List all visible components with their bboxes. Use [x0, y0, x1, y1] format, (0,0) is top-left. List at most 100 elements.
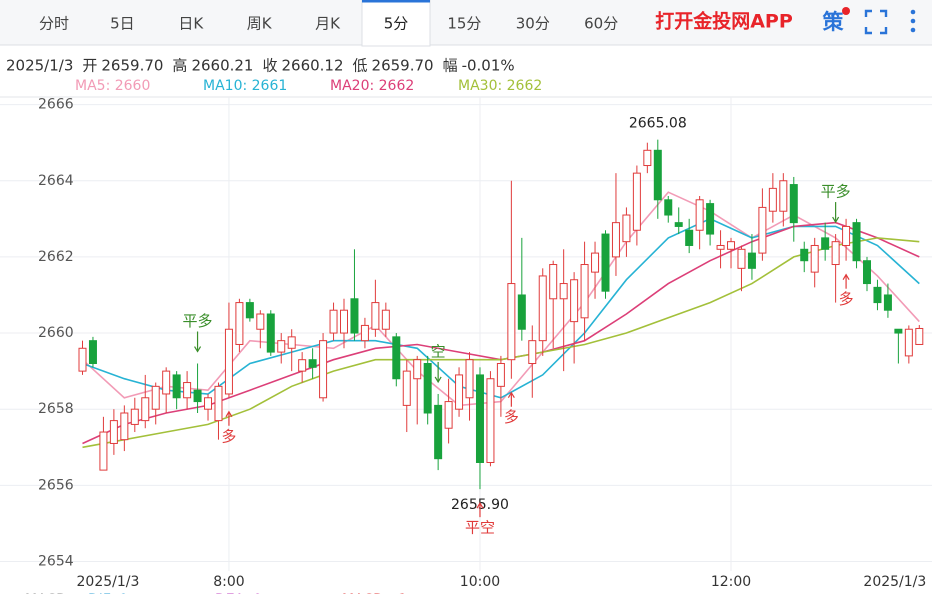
candle-body	[632, 172, 641, 231]
signal-arrow-head	[194, 346, 202, 353]
x-tick-label: 2025/1/3	[77, 574, 140, 590]
candle-body	[570, 279, 579, 323]
candle-body	[475, 374, 484, 463]
tab[interactable]: 周K	[247, 15, 273, 33]
signal-label: 多	[504, 408, 519, 426]
info-value: 2659.70	[101, 57, 163, 75]
tab[interactable]: 日K	[178, 15, 204, 33]
signal-arrow-head	[842, 273, 850, 281]
tab-bar	[0, 0, 932, 45]
x-tick-label: 10:00	[460, 574, 500, 590]
tab[interactable]: 5分	[384, 15, 409, 33]
candle-body	[904, 328, 913, 357]
macd-label: DIF: 0	[88, 592, 128, 594]
y-tick-label: 2656	[38, 477, 74, 493]
macd-label: MACD: -1	[342, 592, 407, 594]
candle-body	[789, 184, 798, 224]
candle-body	[360, 324, 369, 342]
candle-body	[88, 340, 97, 365]
strategy-icon[interactable]: 策	[823, 10, 845, 34]
tab-group: 分时 5日 日K 周K 月K 5分 15分 30分 60分	[39, 0, 618, 47]
y-tick-label: 2664	[38, 173, 74, 189]
candle-body	[224, 328, 233, 395]
candle-body	[392, 336, 401, 380]
signal-arrow-head	[434, 376, 442, 384]
candle-body	[538, 275, 547, 342]
candle-body	[549, 264, 558, 300]
y-tick-label: 2660	[38, 325, 74, 341]
candle-body	[308, 359, 317, 368]
candle-body	[381, 309, 390, 330]
candle-body	[496, 363, 505, 387]
candle-body	[737, 248, 746, 269]
tab[interactable]: 15分	[447, 15, 481, 33]
macd-label: DEA: 0	[215, 592, 262, 594]
candle-body	[664, 199, 673, 216]
y-tick-label: 2666	[38, 97, 74, 113]
y-tick-label: 2658	[38, 401, 74, 417]
candle-body	[298, 359, 307, 372]
signal: 平空	[465, 501, 495, 537]
candle-body	[706, 203, 715, 235]
candle-body	[758, 206, 767, 254]
info-value: 2660.21	[191, 57, 253, 75]
candle-body	[591, 252, 600, 273]
candle-body	[350, 298, 359, 334]
candle-body	[685, 229, 694, 246]
app-link[interactable]: 打开金投网APP	[655, 10, 793, 33]
candle-body	[695, 199, 704, 231]
candle-body	[235, 302, 244, 345]
candle-body	[486, 378, 495, 463]
fullscreen-icon[interactable]	[864, 9, 888, 35]
candle-body	[800, 248, 809, 262]
tab[interactable]: 分时	[39, 15, 69, 33]
candle-body	[371, 302, 380, 330]
info-line: 2025/1/3 开 2659.70 高 2660.21 收 2660.12 低 2659.70…	[6, 57, 515, 75]
candle-body	[727, 241, 736, 250]
candle-body	[109, 420, 118, 444]
signal-label: 平多	[183, 312, 213, 330]
candle-body	[894, 328, 903, 334]
legend-entry: MA20: 2662	[330, 78, 414, 94]
candle-body	[611, 222, 620, 258]
candle-body	[465, 359, 474, 399]
candle-body	[915, 327, 924, 345]
candle-body	[266, 313, 275, 353]
candle-body	[78, 347, 87, 372]
candle-body	[810, 244, 819, 273]
tab[interactable]: 5日	[110, 15, 135, 33]
candle-body	[183, 382, 192, 399]
candle-body	[444, 401, 453, 429]
tab[interactable]: 30分	[516, 15, 550, 33]
tab[interactable]: 60分	[584, 15, 618, 33]
candle-body	[130, 408, 139, 425]
x-tick-label: 2025/1/3	[863, 574, 926, 590]
legend: MA5: 2660 MA10: 2661 MA20: 2662 MA30: 2662	[75, 78, 542, 94]
signal: 空	[431, 342, 446, 384]
candle-body	[507, 283, 516, 361]
candle-body	[580, 264, 589, 319]
candle-body	[559, 283, 568, 300]
candle-body	[256, 313, 265, 330]
more-icon[interactable]	[910, 9, 916, 33]
tab[interactable]: 月K	[315, 15, 341, 33]
info-label: 开	[82, 57, 97, 75]
candle-body	[622, 214, 631, 243]
signal-label: 平多	[821, 183, 851, 201]
candle-body	[883, 294, 892, 311]
info-value: 2659.70	[372, 57, 434, 75]
candle-body	[863, 260, 871, 285]
signal-arrow-head	[507, 391, 515, 399]
candle-body	[413, 359, 422, 380]
candle-body	[172, 374, 181, 399]
candle-body	[653, 149, 662, 201]
candle-body	[831, 241, 840, 266]
macd-label: MACD	[25, 592, 67, 594]
active-tab-bg	[361, 0, 431, 47]
candle-body	[151, 385, 160, 410]
x-tick-label: 12:00	[711, 574, 751, 590]
candle-body	[873, 286, 882, 304]
candle-body	[643, 149, 652, 167]
legend-entry: MA5: 2660	[75, 78, 150, 94]
